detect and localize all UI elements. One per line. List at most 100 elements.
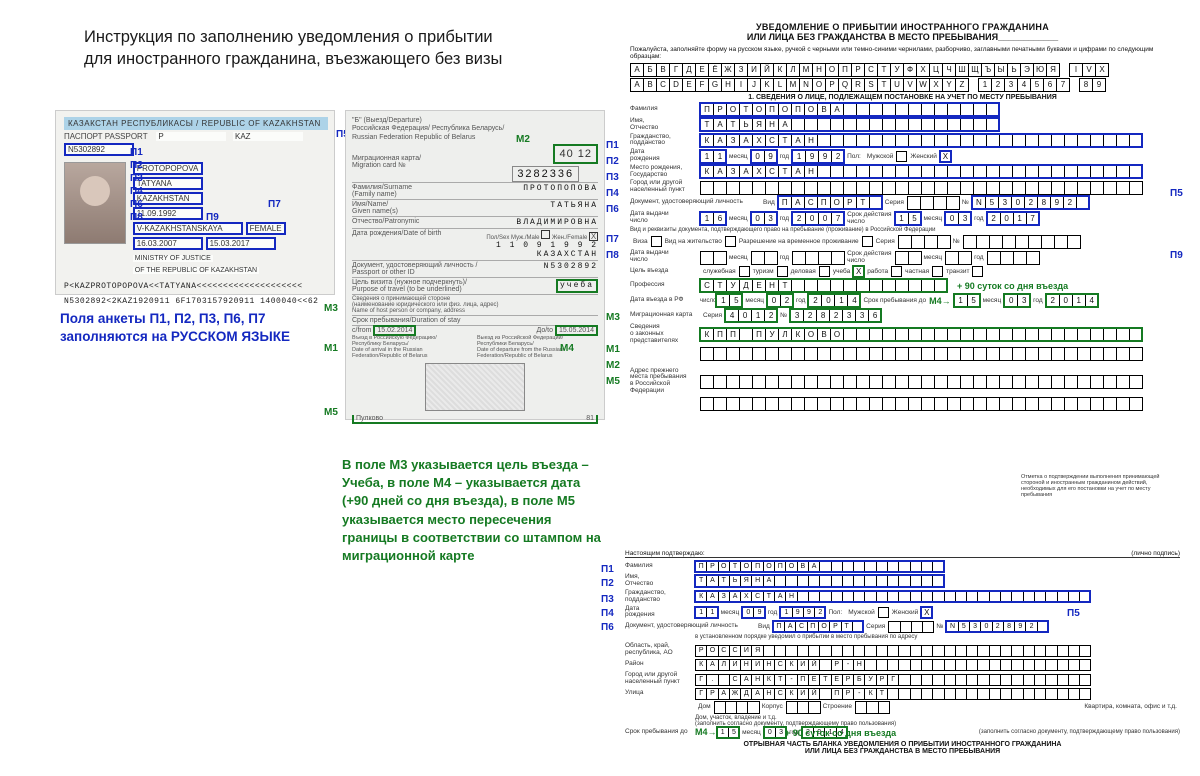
page-title: Инструкция по заполнению уведомления о п… [84,26,584,71]
field-name: ТАТЬЯНА [700,118,999,131]
tearoff-form: Настоящим подтверждаю:(лично подпись) Фа… [625,550,1180,755]
mc-m5: Пулково [356,415,383,422]
field-prof: СТУДЕНТ [700,279,947,292]
purpose-study: X [853,266,864,277]
field-cit: КАЗАХСТАН [700,134,1142,147]
ent-d: 15 [716,294,742,307]
mc-patr-lbl: Отчество/Patronymic [352,218,419,227]
field-rep: КПП ПУЛКОВО [700,328,1142,341]
tear-footer: ОТРЫВНАЯ ЧАСТЬ БЛАНКА УВЕДОМЛЕНИЯ О ПРИБ… [625,741,1180,755]
dob-m: 09 [751,150,777,163]
lbl-m2: М2 [516,134,530,145]
form-hint: Пожалуйста, заполняйте форму на русском … [630,46,1175,61]
passport-surname: PROTOPOPOVA [133,162,203,175]
form-title1: УВЕДОМЛЕНИЕ О ПРИБЫТИИ ИНОСТРАННОГО ГРАЖ… [630,22,1175,32]
iss-d: 16 [700,212,726,225]
field-prev1 [700,375,1142,388]
doc-vid: ПАСПОРТ [778,196,882,209]
mc-dob: 1 1 0 9 1 9 9 2 [486,241,598,250]
digits2: 89 [1079,78,1105,91]
doc-ser [907,196,959,209]
mc-entry-lbl: Въезд в Российскую Федерацию/ Республику… [352,335,473,359]
val-d: 15 [895,212,921,225]
entry-stamp [425,363,525,411]
mc-dur-lbl: Срок пребывания/Duration of stay [352,317,460,324]
t-street: ГРАЖДАНСКИЙ ПР-КТ [695,688,1090,699]
passport-scan: КАЗАКСТАН РЕСПУБЛИКАСЫ / REPUBLIC OF KAZ… [55,110,335,295]
mc-header: "Б" (Выезд/Departure) Российская Федерац… [352,117,598,142]
lbl-p3: П3 [130,173,143,184]
t-city: Г. САНКТ-ПЕТЕРБУРГ [695,674,1090,685]
passport-photo [64,162,126,244]
passport-issued: 16.03.2007 [133,237,203,250]
mc-exit-lbl: Выезд из Российской Федерации/ Республик… [477,335,598,359]
mc-sex-female: X [589,232,598,241]
mc-surname-lbl: Фамилия/Surname (Family name) [352,184,412,198]
lbl-p9: П9 [206,212,219,223]
dob-d: 11 [700,150,726,163]
mc-series: 40 12 [553,144,598,164]
alpha-en: ABCDEFGHIJKLMNOPQRSTUVWXYZ [630,78,968,91]
mc-sent-lbl: Сведения о принимающей стороне (наименов… [352,296,499,314]
field-city [700,181,1142,194]
mc-ser: 4012 [725,309,777,322]
mc-name: ТАТЬЯНА [550,201,598,215]
mc-name-lbl: Имя/Name/ Given name(s) [352,201,398,215]
passport-expiry: 15.03.2017 [206,237,276,250]
t-surname: ПРОТОПОПОВА [695,561,944,572]
alpha-ru: АБВГДЕЁЖЗИЙКЛМНОПРСТУФХЦЧШЩЪЫЬЭЮЯ [630,63,1059,76]
lbl-m3: М3 [324,303,338,314]
iss-m: 03 [751,212,777,225]
sex-female: X [940,151,951,162]
resdoc-lbl: Вид и реквизиты документа, подтверждающе… [630,227,1175,233]
lbl-p8: П8 [130,212,143,223]
arrival-form: УВЕДОМЛЕНИЕ О ПРИБЫТИИ ИНОСТРАННОГО ГРАЖ… [630,22,1175,412]
lbl-p4: П4 [130,186,143,197]
lbl-p7: П7 [268,199,281,210]
mc-purp-lbl: Цель визита (нужное подчеркнуть)/ Purpos… [352,279,467,293]
plus90-note: + 90 суток со дня въезда [957,281,1068,291]
mrz-line1: P<KAZPROTOPOPOVA<<TATYANA<<<<<<<<<<<<<<<… [64,282,328,291]
passport-country: КАЗАКСТАН РЕСПУБЛИКАСЫ / REPUBLIC OF KAZ… [64,117,328,130]
passport-auth1: MINISTRY OF JUSTICE [133,255,213,262]
passport-sex: FEMALE [246,222,286,235]
t-cit: КАЗАХСТАН [695,591,1090,602]
val-y: 2017 [987,212,1039,225]
lbl-p6: П6 [130,199,143,210]
section-1: 1. СВЕДЕНИЯ О ЛИЦЕ, ПОДЛЕЖАЩЕМ ПОСТАНОВК… [630,94,1175,101]
field-pob: КАЗАХСТАН [700,165,1142,178]
mc-doc-lbl: Документ, удостоверяющий личность / Pass… [352,262,478,276]
passport-doc-label: ПАСПОРТ PASSPORT [64,132,147,141]
val-m: 03 [945,212,971,225]
note-green: В поле М3 указывается цель въезда – Учеб… [342,456,602,565]
lbl-m5: М5 [324,407,338,418]
roman: IVX [1069,63,1108,76]
mrz-line2: N5302892<2KAZ1920911 6F1703157920911 140… [64,297,328,306]
mc-dob-lbl: Дата рождения/Date of birth [352,230,441,259]
ent-m: 02 [767,294,793,307]
mc-cit: КАЗАХСТАН [486,250,598,259]
lbl-p2: П2 [130,160,143,171]
passport-number: N5302892 [64,143,134,156]
doc-num: N5302892 [972,196,1089,209]
mc-number: 3282336 [512,166,579,182]
passport-auth2: OF THE REPUBLIC OF KAZAKHSTAN [133,267,259,274]
passport-type: P [156,132,226,141]
footnote: Отметка о подтверждении выполнения прини… [1021,474,1171,498]
t-name: ТАТЬЯНА [695,575,944,586]
mc-num: 3282336 [790,309,881,322]
t-region: РОССИЯ [695,645,1090,656]
form-title2: ИЛИ ЛИЦА БЕЗ ГРАЖДАНСТВА В МЕСТО ПРЕБЫВА… [630,32,1175,42]
dob-y: 1992 [792,150,844,163]
iss-y: 2007 [792,212,844,225]
passport-given: TATYANA [133,177,203,190]
mc-surname: ПРОТОПОПОВА [523,184,598,198]
mc-label: Миграционная карта/ Migration card № [352,155,421,169]
mc-purpose: учеба [556,279,598,293]
ent-y: 2014 [808,294,860,307]
field-surname: ПРОТОПОПОВА [700,103,999,116]
digits: 1234567 [978,78,1069,91]
lbl-p1: П1 [130,147,143,158]
passport-dob: 11.09.1992 [133,207,203,220]
passport-code: KAZ [233,132,303,141]
